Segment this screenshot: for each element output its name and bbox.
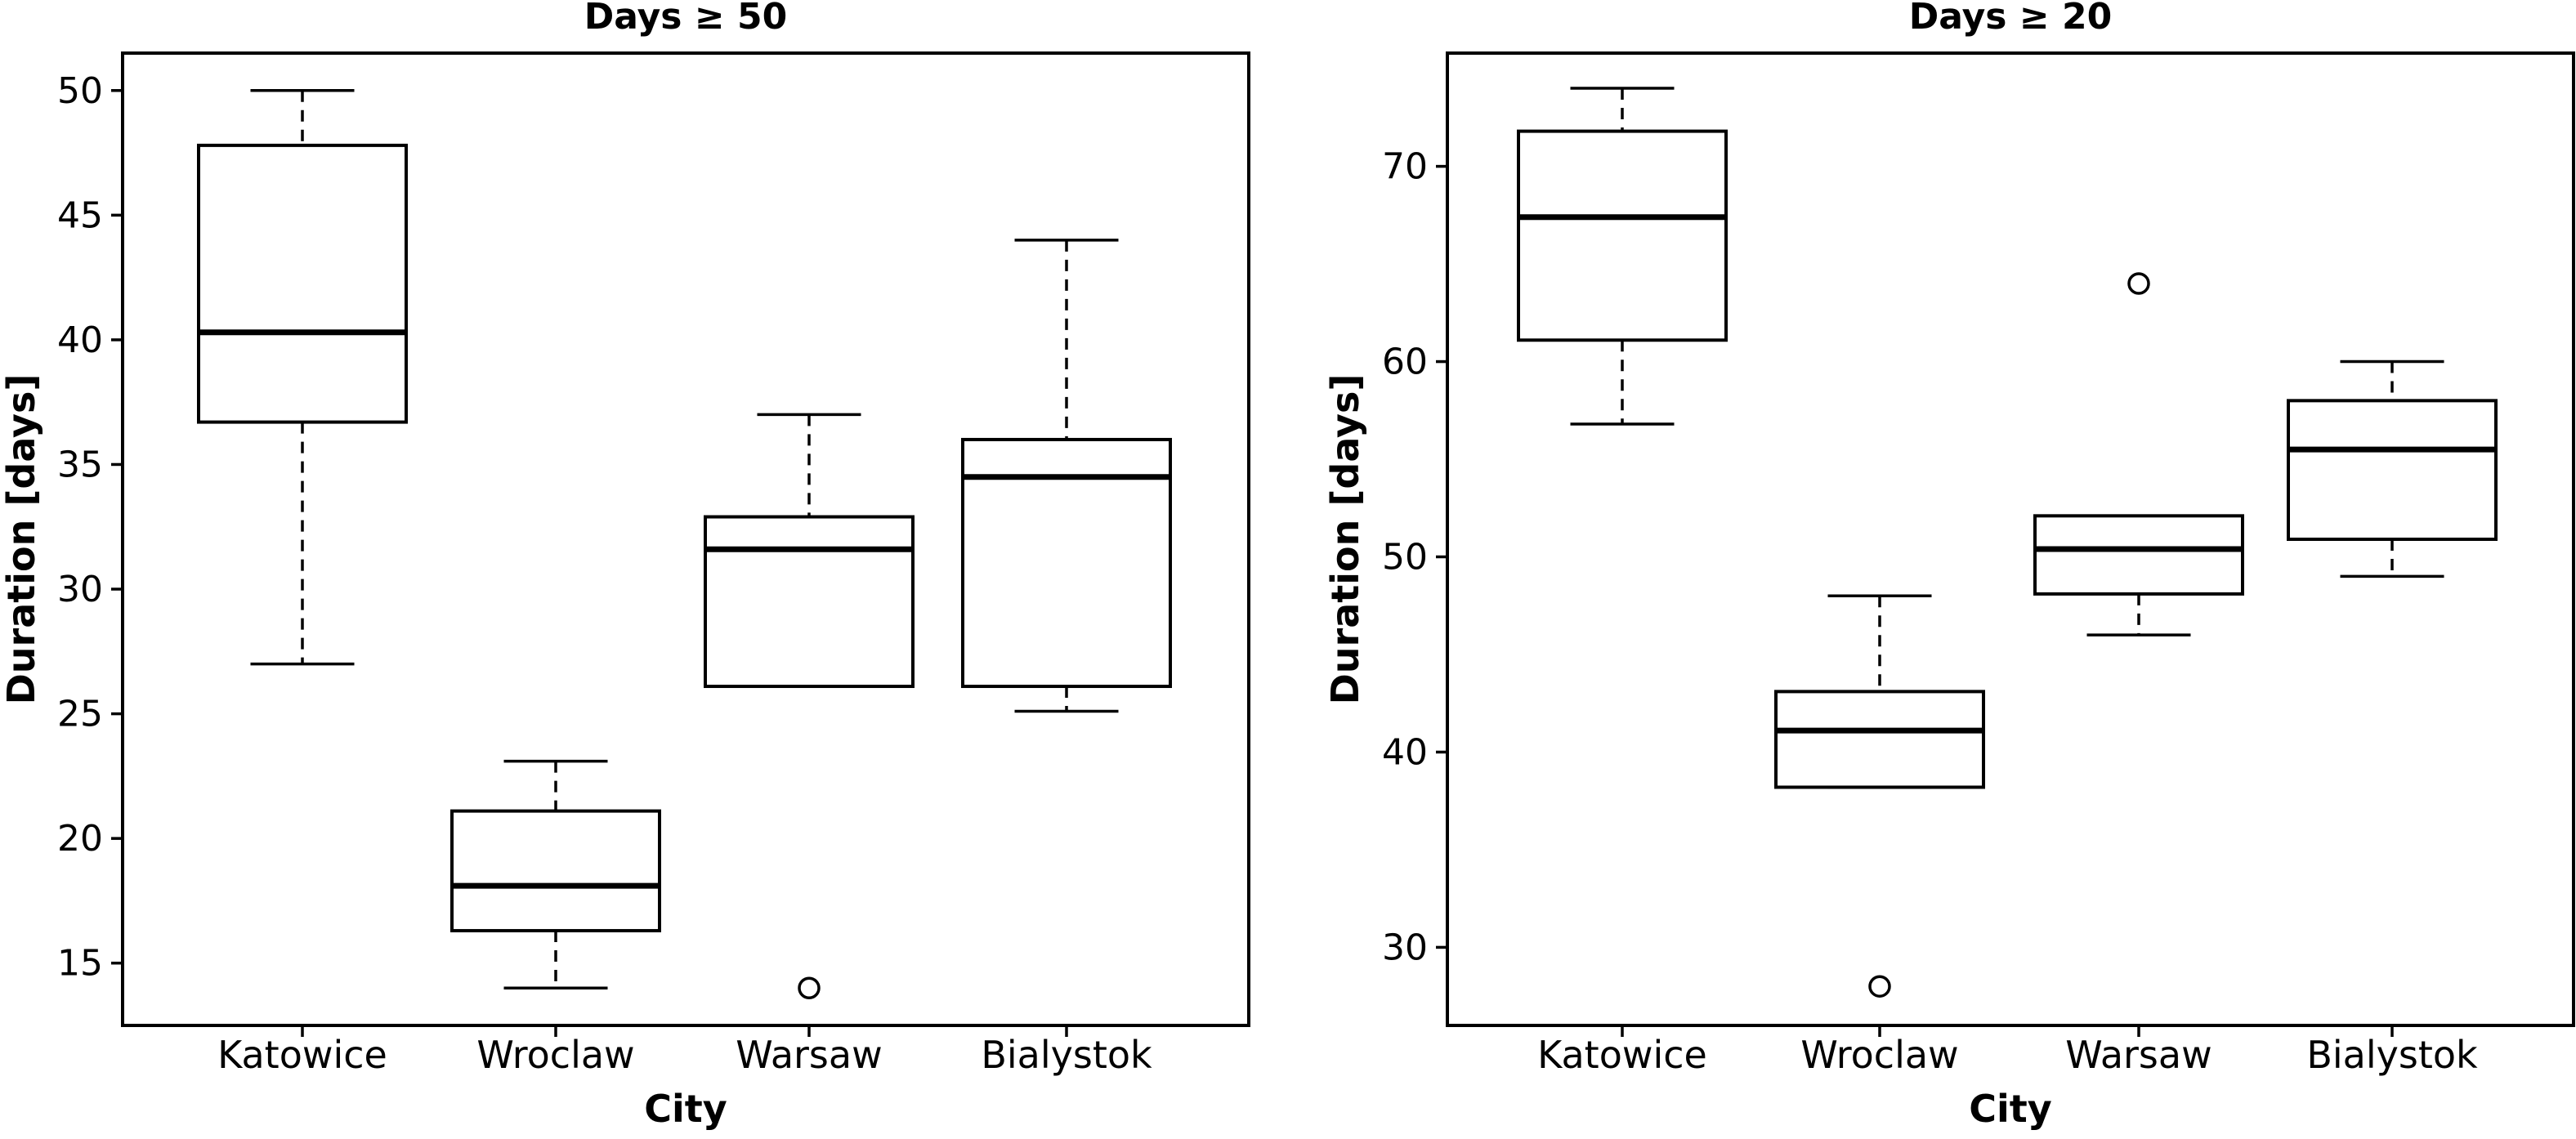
- y-tick-label: 20: [57, 818, 103, 860]
- y-tick-label: 40: [1382, 731, 1428, 773]
- y-tick-label: 50: [57, 70, 103, 112]
- chart-title: Days ≥ 20: [1909, 0, 2112, 38]
- iqr-box: [1517, 129, 1728, 342]
- box-katowice: [197, 89, 408, 666]
- iqr-box: [197, 143, 408, 424]
- iqr-box: [2287, 399, 2498, 541]
- y-tick-label: 60: [1382, 342, 1428, 383]
- x-tick-label: Wroclaw: [476, 1033, 634, 1077]
- x-tick-label: Wroclaw: [1800, 1033, 1958, 1077]
- y-tick-label: 45: [57, 194, 103, 236]
- iqr-box: [704, 515, 915, 689]
- outlier-point: [2127, 272, 2150, 295]
- box-wroclaw: [1774, 594, 1985, 998]
- x-tick-label: Katowice: [217, 1033, 387, 1077]
- y-tick-label: 25: [57, 694, 103, 735]
- box-warsaw: [2033, 272, 2244, 636]
- chart-title: Days ≥ 50: [584, 0, 787, 38]
- plot-frame: [121, 51, 1250, 1027]
- box-katowice: [1517, 87, 1728, 426]
- y-tick-label: 30: [57, 569, 103, 610]
- x-tick-label: Bialystok: [2306, 1033, 2478, 1077]
- x-tick-label: Warsaw: [736, 1033, 882, 1077]
- chart-panel-2: Days ≥ 20 30 40 50 60 70 Katowice Wroclaw Warsaw…: [1323, 0, 2575, 1131]
- iqr-box: [961, 437, 1172, 689]
- box-warsaw: [704, 413, 915, 999]
- x-tick-label: Bialystok: [981, 1033, 1152, 1077]
- outlier-point: [1868, 975, 1891, 998]
- iqr-box: [450, 809, 661, 933]
- box-wroclaw: [450, 759, 661, 989]
- x-tick-label: Katowice: [1537, 1033, 1707, 1077]
- iqr-box: [1774, 690, 1985, 789]
- y-tick-label: 40: [57, 319, 103, 361]
- y-tick-label: 50: [1382, 537, 1428, 578]
- y-tick-label: 35: [57, 444, 103, 485]
- iqr-box: [2033, 514, 2244, 596]
- y-axis-title: Duration [days]: [1323, 374, 1367, 705]
- y-tick-label: 30: [1382, 927, 1428, 968]
- outlier-point: [798, 976, 821, 999]
- x-tick-label: Warsaw: [2065, 1033, 2212, 1077]
- x-axis-title: City: [644, 1087, 727, 1131]
- plot-frame: [1446, 51, 2575, 1027]
- box-bialystok: [961, 239, 1172, 713]
- y-axis-title: Duration [days]: [0, 374, 43, 705]
- box-bialystok: [2287, 360, 2498, 578]
- y-tick-label: 15: [57, 943, 103, 985]
- chart-panel-1: Days ≥ 50 15 20 25 30 35 40 45 50 Katowice Wroclaw…: [0, 0, 1250, 1131]
- y-tick-label: 70: [1382, 146, 1428, 188]
- x-axis-title: City: [1969, 1087, 2052, 1131]
